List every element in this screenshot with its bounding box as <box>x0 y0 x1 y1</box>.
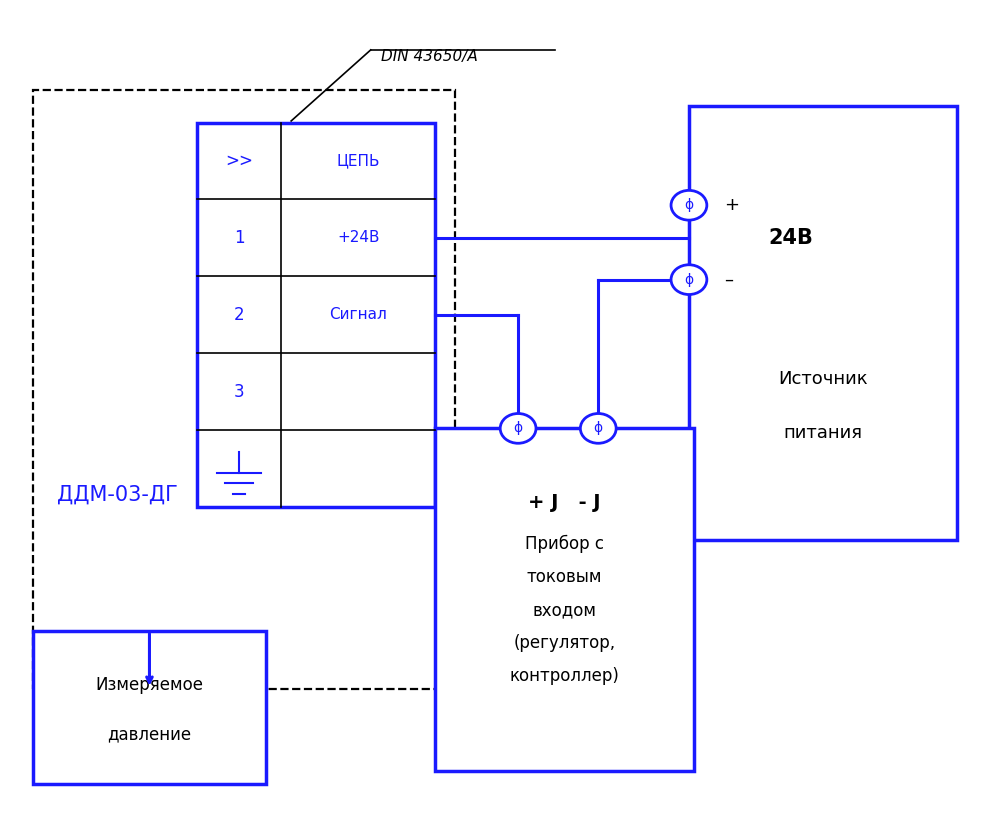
Text: ДДМ-03-ДГ: ДДМ-03-ДГ <box>57 484 178 504</box>
Text: Источник: Источник <box>778 369 868 388</box>
Text: Измеряемое: Измеряемое <box>95 676 203 694</box>
Text: ЦЕПЬ: ЦЕПЬ <box>337 154 380 169</box>
Text: ϕ: ϕ <box>684 198 694 212</box>
Text: токовым: токовым <box>527 568 602 587</box>
Text: –: – <box>724 270 733 289</box>
Text: давление: давление <box>107 726 192 743</box>
Circle shape <box>500 414 536 443</box>
Text: 24В: 24В <box>768 228 813 248</box>
Text: + J   - J: + J - J <box>528 493 601 513</box>
Text: +24В: +24В <box>337 230 380 245</box>
Text: ϕ: ϕ <box>594 421 603 435</box>
Text: ϕ: ϕ <box>514 421 523 435</box>
Text: 2: 2 <box>234 306 244 324</box>
Text: Прибор с: Прибор с <box>525 535 604 553</box>
Text: +: + <box>724 196 739 215</box>
Text: 1: 1 <box>234 229 244 247</box>
Text: питания: питания <box>784 423 863 442</box>
Bar <box>689 106 957 540</box>
Text: 3: 3 <box>234 383 244 401</box>
Text: DIN 43650/A: DIN 43650/A <box>381 49 477 64</box>
Text: контроллер): контроллер) <box>510 667 620 686</box>
Circle shape <box>671 191 707 220</box>
Bar <box>435 428 694 771</box>
Circle shape <box>671 265 707 295</box>
Bar <box>33 90 455 689</box>
Text: >>: >> <box>225 152 253 170</box>
Text: Сигнал: Сигнал <box>329 307 387 322</box>
Text: (регулятор,: (регулятор, <box>514 634 616 652</box>
Bar <box>197 122 435 507</box>
Text: ϕ: ϕ <box>684 273 694 287</box>
Text: входом: входом <box>533 602 597 619</box>
Circle shape <box>580 414 616 443</box>
Bar <box>33 631 266 784</box>
